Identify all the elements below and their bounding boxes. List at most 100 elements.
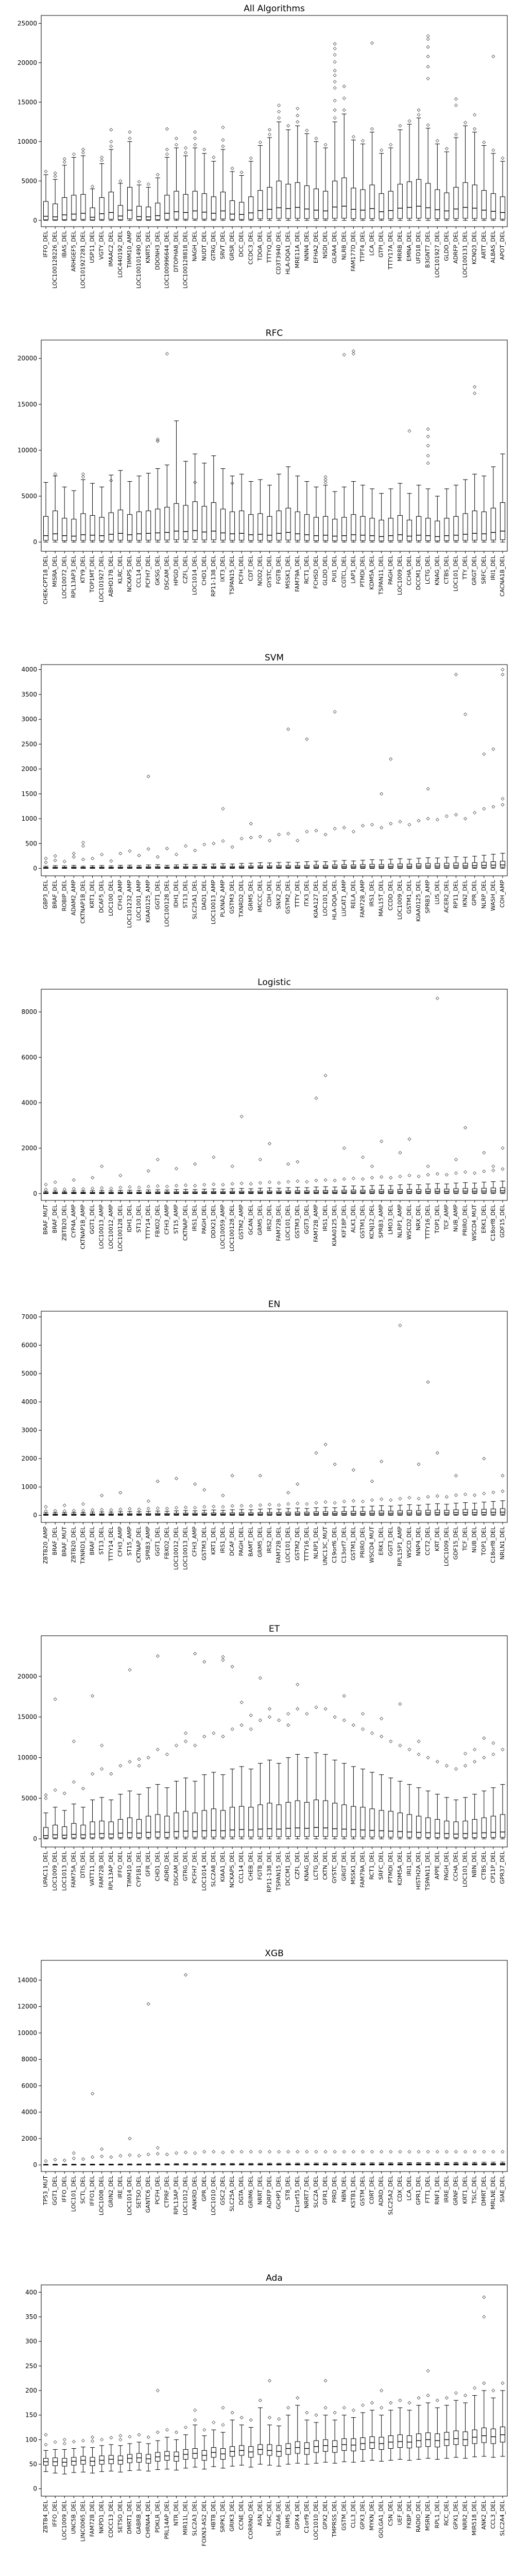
outlier-point: [380, 1734, 384, 1739]
box: [406, 429, 412, 543]
box: [230, 1164, 235, 1194]
box: [267, 485, 272, 543]
outlier-point: [44, 856, 48, 860]
outlier-point: [305, 737, 309, 741]
outlier-point: [62, 1509, 66, 1513]
x-tick-label: TMPRSS_DEL: [331, 2500, 338, 2537]
outlier-point: [174, 852, 179, 857]
box: [295, 838, 300, 869]
x-tick-label: NLRB_DEL: [340, 230, 347, 260]
box: [285, 727, 291, 869]
outlier-point: [156, 855, 160, 859]
box: [127, 849, 132, 869]
box: [406, 119, 412, 221]
box: [490, 747, 496, 869]
x-tick-label: LOC100128_DEL: [117, 1204, 124, 1251]
box: [220, 125, 226, 221]
x-tick-label: SLC2A8_DEL: [210, 1851, 217, 1887]
outlier-point: [444, 1173, 449, 1177]
box: [258, 2149, 263, 2165]
box-iqr: [341, 1804, 347, 1837]
box-iqr: [406, 863, 412, 868]
x-tick-label: CFH3_AMP: [163, 1205, 170, 1235]
outlier-point: [183, 844, 188, 848]
x-tick-label: DDX21_DEL: [210, 1204, 217, 1238]
outlier-point: [417, 819, 421, 823]
x-tick-label: LOC1014_DEL: [192, 555, 198, 595]
outlier-point: [426, 76, 430, 80]
box: [369, 488, 375, 543]
outlier-point: [239, 2415, 244, 2420]
box-iqr: [276, 1804, 282, 1837]
x-tick-label: GGT3_DEL: [387, 1526, 394, 1556]
box: [192, 1162, 198, 1194]
outlier-point: [258, 1158, 262, 1162]
outlier-point: [398, 2149, 402, 2154]
x-tick-label: HLA-DQA_DEL: [331, 879, 338, 920]
x-tick-label: LOC1013_DEL: [61, 1851, 67, 1891]
box: [127, 2435, 132, 2471]
x-tick-label: SLC2A6_DEL: [276, 2500, 282, 2536]
x-tick-label: ZBTB20_AMP: [42, 1527, 49, 1564]
x-tick-label: ADRFP_DEL: [266, 2175, 272, 2209]
box: [127, 2137, 132, 2165]
box: [369, 41, 375, 221]
outlier-point: [333, 53, 337, 57]
x-tick-label: CCDD_DEL: [387, 879, 394, 910]
x-tick-label: GPR_DEL: [201, 2175, 208, 2201]
box: [267, 838, 272, 869]
x-tick-label: GSTM2_DEL: [285, 879, 291, 914]
outlier-point: [137, 1507, 141, 1512]
x-tick-label: RPL13AP3_DEL: [70, 555, 77, 598]
x-tick-label: PDKLR_DEL: [154, 2500, 161, 2533]
x-tick-label: SIAE_DEL: [499, 2175, 506, 2202]
outlier-point: [426, 1755, 430, 1760]
x-tick-label: IRE_DEL: [117, 2175, 124, 2199]
box: [62, 486, 67, 543]
box: [341, 825, 347, 869]
y-tick-label: 500: [25, 840, 37, 847]
box: [444, 488, 450, 543]
box: [99, 155, 105, 221]
x-tick-label: GDF15_DEL: [452, 1526, 459, 1560]
x-tick-label: IDH1_DEL: [173, 879, 179, 908]
box: [71, 2151, 77, 2165]
box-iqr: [276, 2445, 282, 2457]
outlier-point: [44, 2159, 48, 2163]
outlier-point: [100, 1767, 104, 1771]
outlier-point: [146, 1169, 150, 1173]
outlier-point: [491, 805, 495, 809]
outlier-point: [118, 2434, 123, 2438]
x-tick-label: GABRB_DEL: [135, 2500, 142, 2534]
outlier-point: [267, 2379, 272, 2383]
outlier-point: [53, 1180, 57, 1184]
outlier-point: [146, 1499, 150, 1503]
box: [155, 173, 161, 221]
box: [406, 1748, 412, 1839]
outlier-point: [53, 1187, 57, 1191]
box-iqr: [379, 519, 384, 541]
outlier-point: [296, 120, 300, 124]
x-tick-label: TCF_DEL: [462, 1526, 469, 1551]
outlier-point: [137, 1764, 141, 1768]
outlier-point: [267, 2149, 272, 2154]
outlier-point: [239, 837, 244, 841]
outlier-point: [193, 130, 197, 134]
x-tick-label: ROBIP_DEL: [61, 879, 67, 911]
y-tick-label: 100: [25, 2436, 37, 2443]
outlier-point: [212, 155, 216, 159]
outlier-point: [426, 64, 430, 69]
outlier-point: [44, 1796, 48, 1800]
box-iqr: [388, 1189, 393, 1194]
outlier-point: [435, 1451, 439, 1455]
box-iqr: [397, 1812, 403, 1838]
outlier-point: [90, 1772, 95, 1776]
box: [117, 1490, 123, 1516]
outlier-point: [258, 1676, 262, 1680]
outlier-point: [202, 1488, 207, 1492]
outlier-point: [351, 2408, 355, 2412]
box-iqr: [108, 192, 114, 219]
x-tick-label: LOC100128_DEL: [229, 1204, 235, 1251]
box: [117, 1764, 123, 1839]
